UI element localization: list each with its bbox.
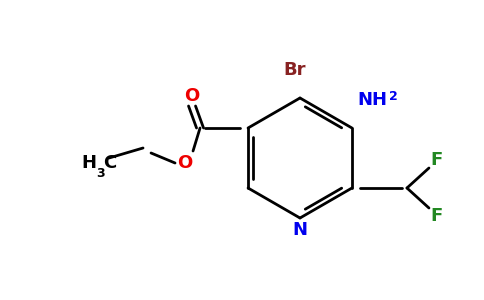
Text: C: C [103,154,116,172]
Text: NH: NH [357,91,387,109]
Text: N: N [292,221,307,239]
Text: F: F [431,151,443,169]
Text: O: O [184,87,200,105]
Text: 2: 2 [389,89,398,103]
Text: H: H [81,154,96,172]
Text: O: O [178,154,193,172]
Text: Br: Br [284,61,306,79]
Text: 3: 3 [96,167,105,180]
Text: F: F [431,207,443,225]
